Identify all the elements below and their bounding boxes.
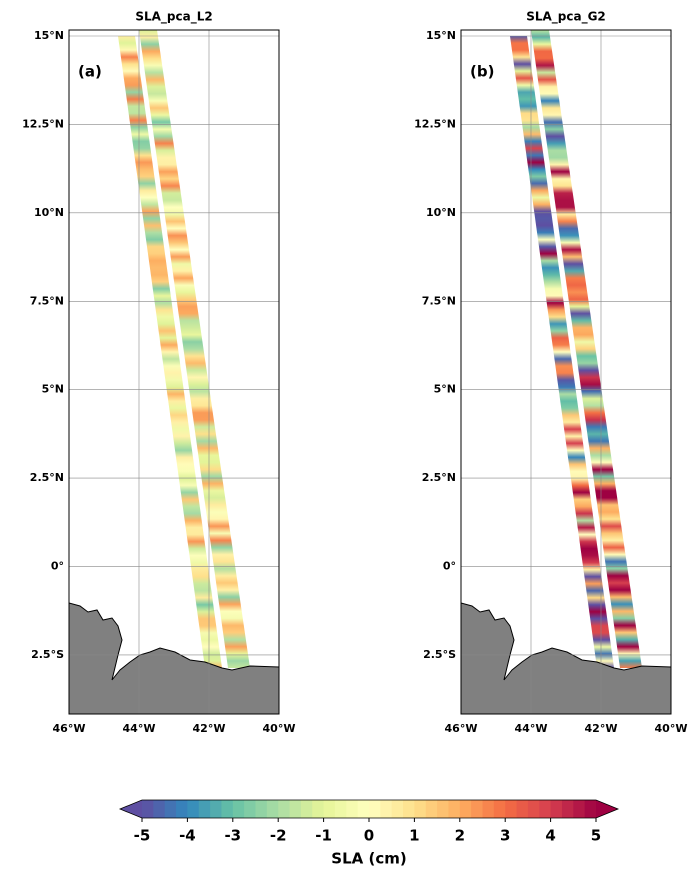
colorbar-segment [550, 800, 563, 818]
map-panel: 46°W 44°W 42°W 40°W 15°N 12.5°N 10°N 7.5°N 5°N 2.… [22, 10, 295, 736]
swath [118, 36, 222, 668]
colorbar-segment [539, 800, 552, 818]
colorbar-tick-label: -2 [270, 827, 287, 845]
colorbar-segment [516, 800, 529, 818]
colorbar-segment [198, 800, 211, 818]
y-tick-label: 10°N [34, 206, 64, 219]
colorbar-label: SLA (cm) [331, 850, 406, 868]
colorbar-segment [221, 800, 234, 818]
y-tick-label: 2.5°N [30, 471, 64, 484]
colorbar-segment [244, 800, 256, 818]
colorbar-tick-label: -5 [134, 827, 151, 845]
y-tick-label: 5°N [42, 383, 64, 396]
y-tick-label: 12.5°N [414, 117, 456, 130]
colorbar-tick-label: -1 [315, 827, 332, 845]
x-tick-label: 42°W [585, 722, 618, 735]
swath [510, 36, 614, 668]
colorbar-segment [312, 800, 325, 818]
colorbar-segment [176, 800, 188, 818]
x-tick-label: 46°W [445, 722, 478, 735]
panel-label: (b) [470, 63, 494, 81]
colorbar-segment [142, 800, 154, 818]
colorbar-segment [471, 800, 483, 818]
y-tick-label: 12.5°N [22, 117, 64, 130]
axes-frame [460, 29, 672, 715]
colorbar-segment [391, 800, 404, 818]
colorbar-segment [334, 800, 347, 818]
y-tick-label: 2.5°S [423, 648, 456, 661]
x-tick-label: 42°W [193, 722, 226, 735]
axes-frame [68, 29, 280, 715]
y-tick-label: 7.5°N [422, 294, 456, 307]
colorbar-segment [232, 800, 245, 818]
colorbar-segment [573, 800, 586, 818]
colorbar-segment [300, 800, 313, 818]
colorbar-tick-label: -3 [224, 827, 241, 845]
colorbar-segment [459, 800, 472, 818]
colorbar-segment [482, 800, 495, 818]
colorbar-segment [403, 800, 415, 818]
panel-title: SLA_pca_G2 [526, 10, 606, 25]
colorbar-segment [437, 800, 449, 818]
y-tick-label: 0° [443, 560, 456, 573]
swath [139, 30, 250, 668]
x-tick-label: 40°W [263, 722, 296, 735]
x-tick-label: 44°W [123, 722, 156, 735]
colorbar-segment [425, 800, 438, 818]
colorbar-segment [561, 800, 574, 818]
x-tick-label: 40°W [655, 722, 688, 735]
colorbar-segment [164, 800, 177, 818]
colorbar-segment [505, 800, 518, 818]
colorbar-segment [278, 800, 291, 818]
y-tick-label: 7.5°N [30, 294, 64, 307]
colorbar-segment [289, 800, 302, 818]
x-tick-label: 44°W [515, 722, 548, 735]
colorbar-segment [266, 800, 279, 818]
panel-title: SLA_pca_L2 [135, 10, 212, 25]
colorbar-tick-label: -4 [179, 827, 196, 845]
colorbar-segment [357, 800, 370, 818]
colorbar-segment [584, 800, 597, 818]
x-tick-label: 46°W [53, 722, 86, 735]
colorbar-segment [527, 800, 540, 818]
colorbar-tick-label: 3 [500, 827, 510, 845]
colorbar-tick-label: 0 [364, 827, 374, 845]
colorbar-segment [448, 800, 461, 818]
y-tick-label: 2.5°N [422, 471, 456, 484]
colorbar-segment [369, 800, 381, 818]
colorbar-segment [323, 800, 336, 818]
y-tick-label: 10°N [426, 206, 456, 219]
y-tick-label: 15°N [34, 29, 64, 42]
colorbar-segment [493, 800, 506, 818]
colorbar: -5 -4 -3 -2 -1 0 1 2 3 4 5 SLA (cm) [118, 799, 620, 868]
colorbar-segment [210, 800, 222, 818]
colorbar-extend [120, 800, 142, 818]
map-panel: 46°W 44°W 42°W 40°W 15°N 12.5°N 10°N 7.5°N 5°N 2.… [414, 10, 687, 736]
colorbar-segment [153, 800, 166, 818]
colorbar-tick-label: 5 [591, 827, 601, 845]
colorbar-tick-label: 1 [409, 827, 419, 845]
y-tick-label: 5°N [434, 383, 456, 396]
colorbar-segment [346, 800, 359, 818]
colorbar-tick-label: 4 [545, 827, 555, 845]
colorbar-segment [380, 800, 393, 818]
colorbar-extend [596, 800, 618, 818]
y-tick-label: 2.5°S [31, 648, 64, 661]
y-tick-label: 15°N [426, 29, 456, 42]
colorbar-segment [414, 800, 427, 818]
colorbar-tick-label: 2 [455, 827, 465, 845]
colorbar-segment [255, 800, 268, 818]
panel-label: (a) [78, 63, 102, 81]
swath [531, 30, 642, 668]
y-tick-label: 0° [51, 560, 64, 573]
colorbar-segment [187, 800, 200, 818]
